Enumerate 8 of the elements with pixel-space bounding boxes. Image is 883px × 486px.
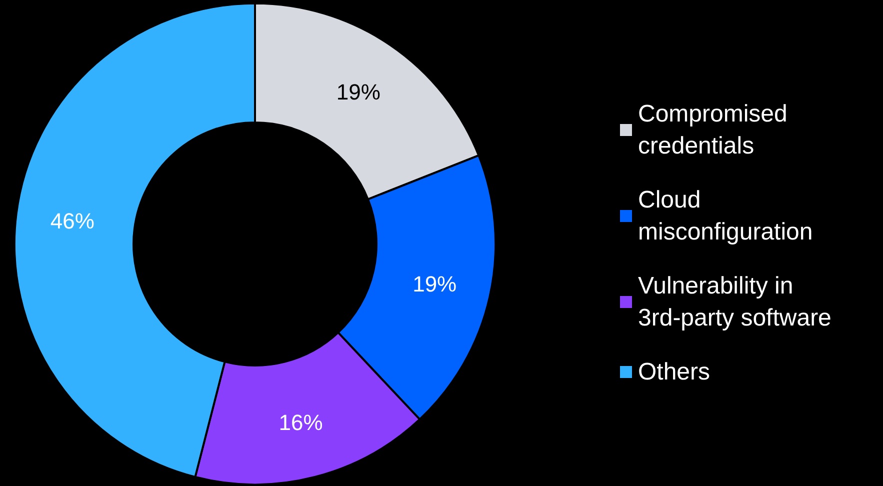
legend-label: Vulnerability in 3rd-party software — [638, 272, 832, 332]
data-label: 16% — [278, 410, 323, 435]
data-label: 19% — [336, 79, 380, 104]
legend-label: Others — [638, 358, 710, 386]
data-label: 19% — [412, 272, 457, 297]
legend-label: Compromised credentials — [638, 100, 794, 160]
data-label: 46% — [50, 208, 94, 234]
legend-label: Cloud misconfiguration — [638, 186, 813, 246]
